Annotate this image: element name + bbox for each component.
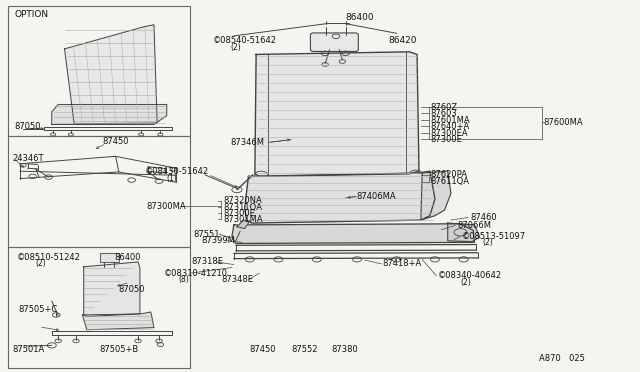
Text: 87311QA: 87311QA [223,203,262,212]
Text: 87406MA: 87406MA [356,192,396,201]
Polygon shape [83,312,154,330]
Polygon shape [244,171,435,223]
Text: (2): (2) [230,42,241,51]
Polygon shape [448,223,479,241]
Text: 87603: 87603 [431,109,457,118]
Text: 87600MA: 87600MA [543,118,583,127]
Text: ©08513-51097: ©08513-51097 [462,231,526,241]
Text: 87318E: 87318E [191,257,223,266]
Polygon shape [65,25,157,124]
Text: 87066M: 87066M [458,221,492,230]
Polygon shape [84,262,140,317]
Text: 86400: 86400 [115,253,141,262]
Polygon shape [52,105,167,125]
Text: ©08540-51642: ©08540-51642 [212,36,276,45]
Text: 87418+A: 87418+A [383,259,422,268]
Text: A870 025: A870 025 [539,354,585,363]
Text: 87380: 87380 [332,345,358,354]
Text: 87601MA: 87601MA [431,116,470,125]
Polygon shape [232,224,474,243]
Text: (2): (2) [483,238,493,247]
Text: ©08430-51642: ©08430-51642 [145,167,209,176]
Polygon shape [237,220,250,229]
Text: (2): (2) [36,259,47,268]
Text: 87300E: 87300E [223,209,255,218]
Text: ©08510-51242: ©08510-51242 [17,253,81,262]
Bar [8,6,190,136]
Text: ©08340-40642: ©08340-40642 [438,271,502,280]
Text: (2): (2) [461,278,471,287]
Text: 87300E: 87300E [431,135,462,144]
Text: 87300MA: 87300MA [147,202,186,211]
Text: 87450: 87450 [103,137,129,146]
Text: 87050: 87050 [119,285,145,294]
Text: OPTION: OPTION [15,10,49,19]
Text: 86400: 86400 [346,13,374,22]
Text: 87320NA: 87320NA [223,196,262,205]
Bar [8,136,190,247]
Text: 87501A: 87501A [12,345,44,354]
Bar [100,253,119,262]
Text: 87348E: 87348E [221,275,253,284]
Text: 87300EA: 87300EA [431,128,468,138]
Text: (8): (8) [178,275,189,284]
Text: 87620PA: 87620PA [431,170,467,179]
Text: 87640+A: 87640+A [431,122,470,131]
Text: 87551: 87551 [193,230,220,239]
Text: 86420: 86420 [388,36,417,45]
Text: 87346M: 87346M [230,138,264,147]
Text: 87050: 87050 [15,122,41,131]
Polygon shape [255,52,419,176]
Text: 87460: 87460 [470,213,497,222]
Text: (1): (1) [167,174,177,183]
Text: ©08310-41210: ©08310-41210 [164,269,228,278]
Text: 87611QA: 87611QA [431,177,470,186]
Text: 87552: 87552 [291,345,318,354]
Text: 87505+C: 87505+C [19,305,58,314]
Polygon shape [421,171,451,220]
Text: 87450: 87450 [250,345,276,354]
Text: 8760Z: 8760Z [431,103,458,112]
FancyBboxPatch shape [310,33,358,51]
Text: 87505+B: 87505+B [100,345,139,354]
Bar [8,247,190,368]
Text: 24346T: 24346T [12,154,44,163]
Text: 87399M: 87399M [202,236,236,246]
Text: 87301MA: 87301MA [223,215,262,224]
